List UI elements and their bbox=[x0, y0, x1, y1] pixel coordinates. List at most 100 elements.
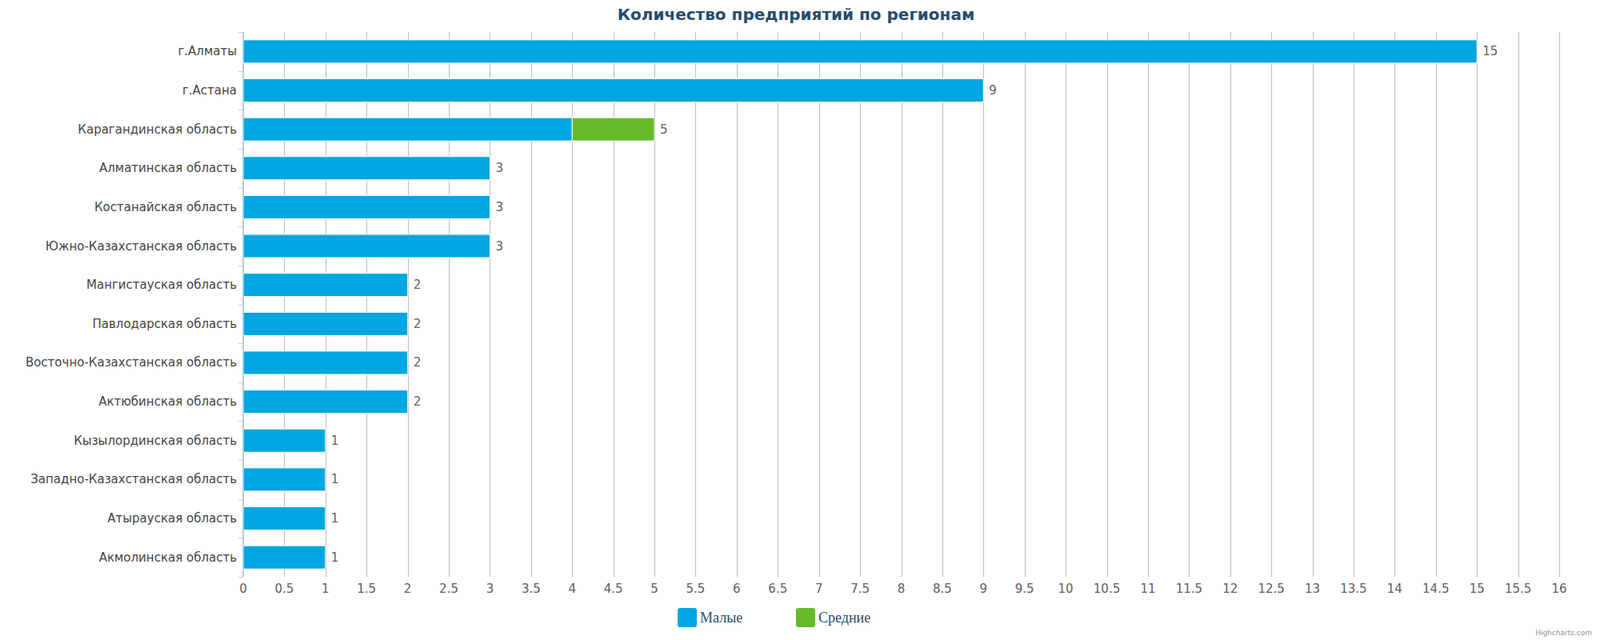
grid-line bbox=[1230, 32, 1232, 577]
x-tick-label: 8.5 bbox=[932, 581, 952, 596]
x-tick-label: 0 bbox=[239, 581, 248, 596]
grid-line bbox=[819, 32, 820, 577]
category-label: Кызылординская область bbox=[73, 433, 237, 448]
grid-line bbox=[489, 32, 491, 577]
bar bbox=[243, 428, 326, 452]
grid-line bbox=[1353, 32, 1355, 577]
bar bbox=[243, 273, 408, 297]
grid-line bbox=[408, 32, 409, 577]
x-tick-label: 12 bbox=[1222, 581, 1238, 596]
grid-line bbox=[1271, 32, 1272, 577]
grid-line bbox=[654, 32, 656, 577]
category-tick bbox=[238, 148, 244, 150]
category-label: г.Астана bbox=[182, 83, 237, 98]
x-tick-label: 1.5 bbox=[356, 581, 376, 596]
data-label: 2 bbox=[413, 316, 422, 332]
x-tick-label: 15.5 bbox=[1504, 581, 1532, 596]
x-tick-label: 2.5 bbox=[439, 581, 459, 596]
data-label: 15 bbox=[1482, 44, 1498, 59]
x-tick-label: 6.5 bbox=[768, 581, 788, 596]
category-label: Акмолинская область bbox=[99, 550, 237, 565]
grid-line bbox=[1148, 32, 1149, 577]
category-tick bbox=[238, 71, 244, 72]
x-tick-label: 2 bbox=[404, 581, 412, 596]
x-tick-label: 8 bbox=[897, 581, 906, 596]
legend-symbol bbox=[677, 608, 697, 628]
grid-line bbox=[1436, 32, 1437, 577]
x-tick-label: 6 bbox=[732, 581, 741, 596]
category-tick bbox=[238, 188, 244, 189]
grid-line bbox=[1559, 32, 1560, 577]
grid-line bbox=[942, 32, 944, 577]
x-tick-label: 7.5 bbox=[850, 581, 870, 596]
data-label: 3 bbox=[495, 200, 504, 215]
category-tick bbox=[238, 537, 244, 539]
credits: Highcharts.com bbox=[1535, 628, 1592, 637]
chart: Количество предприятий по регионам00.511… bbox=[0, 0, 1600, 640]
x-tick-label: 5.5 bbox=[686, 581, 706, 596]
bar bbox=[243, 507, 326, 531]
category-label: Карагандинская область bbox=[77, 122, 237, 137]
bar bbox=[243, 195, 490, 219]
grid-line bbox=[695, 32, 696, 577]
data-label: 9 bbox=[988, 83, 997, 98]
category-label: Южно-Казахстанская область bbox=[45, 239, 237, 254]
grid-line bbox=[572, 32, 573, 577]
data-label: 2 bbox=[413, 355, 422, 370]
x-tick-label: 15 bbox=[1469, 581, 1485, 596]
category-label: г.Алматы bbox=[177, 44, 237, 59]
x-tick-label: 4 bbox=[568, 581, 576, 596]
x-tick-label: 9.5 bbox=[1015, 581, 1035, 596]
bar bbox=[243, 78, 984, 102]
x-tick-label: 12.5 bbox=[1257, 581, 1284, 596]
bar bbox=[243, 156, 490, 180]
x-tick-label: 5 bbox=[650, 581, 659, 596]
category-label: Павлодарская область bbox=[92, 316, 237, 332]
grid-line bbox=[736, 32, 738, 577]
legend-symbol bbox=[796, 608, 816, 628]
grid-line bbox=[1107, 32, 1108, 577]
category-axis-line bbox=[242, 32, 244, 577]
data-label: 1 bbox=[331, 550, 340, 565]
x-tick-label: 9 bbox=[980, 581, 988, 596]
grid-line bbox=[860, 32, 861, 577]
legend: Малые Средние bbox=[677, 608, 871, 628]
data-label: 1 bbox=[331, 433, 340, 448]
x-tick-label: 10 bbox=[1058, 581, 1074, 596]
category-tick bbox=[238, 499, 244, 500]
category-label: Атырауская область bbox=[107, 511, 237, 526]
data-label: 3 bbox=[495, 239, 504, 254]
bar bbox=[243, 390, 408, 414]
grid-line bbox=[448, 32, 450, 577]
grid-line bbox=[1065, 32, 1067, 577]
bar bbox=[243, 468, 326, 492]
x-tick-label: 11.5 bbox=[1176, 581, 1203, 596]
grid-line bbox=[1476, 32, 1478, 577]
x-tick-label: 3 bbox=[486, 581, 495, 596]
category-tick bbox=[238, 343, 244, 344]
grid-line bbox=[1188, 32, 1190, 577]
data-label: 2 bbox=[413, 394, 422, 409]
bar bbox=[243, 312, 408, 336]
category-tick bbox=[238, 304, 244, 306]
category-tick bbox=[238, 32, 244, 33]
data-label: 1 bbox=[331, 511, 340, 526]
grid-line bbox=[366, 32, 368, 577]
category-tick bbox=[238, 109, 244, 111]
grid bbox=[244, 32, 1560, 577]
bar bbox=[572, 117, 655, 141]
category-label: Восточно-Казахстанская область bbox=[25, 355, 237, 370]
bars bbox=[243, 40, 1477, 569]
x-tick-label: 10.5 bbox=[1093, 581, 1120, 596]
legend-label[interactable]: Средние bbox=[818, 609, 871, 626]
category-label: Костанайская область bbox=[94, 200, 237, 215]
category-tick bbox=[238, 576, 244, 578]
data-label: 5 bbox=[660, 122, 668, 137]
grid-line bbox=[1518, 32, 1520, 577]
legend-label[interactable]: Малые bbox=[700, 609, 743, 626]
category-tick bbox=[238, 265, 244, 267]
x-tick-label: 14.5 bbox=[1422, 581, 1449, 596]
bar bbox=[243, 117, 572, 141]
grid-line bbox=[983, 32, 984, 577]
grid-line bbox=[284, 32, 285, 577]
